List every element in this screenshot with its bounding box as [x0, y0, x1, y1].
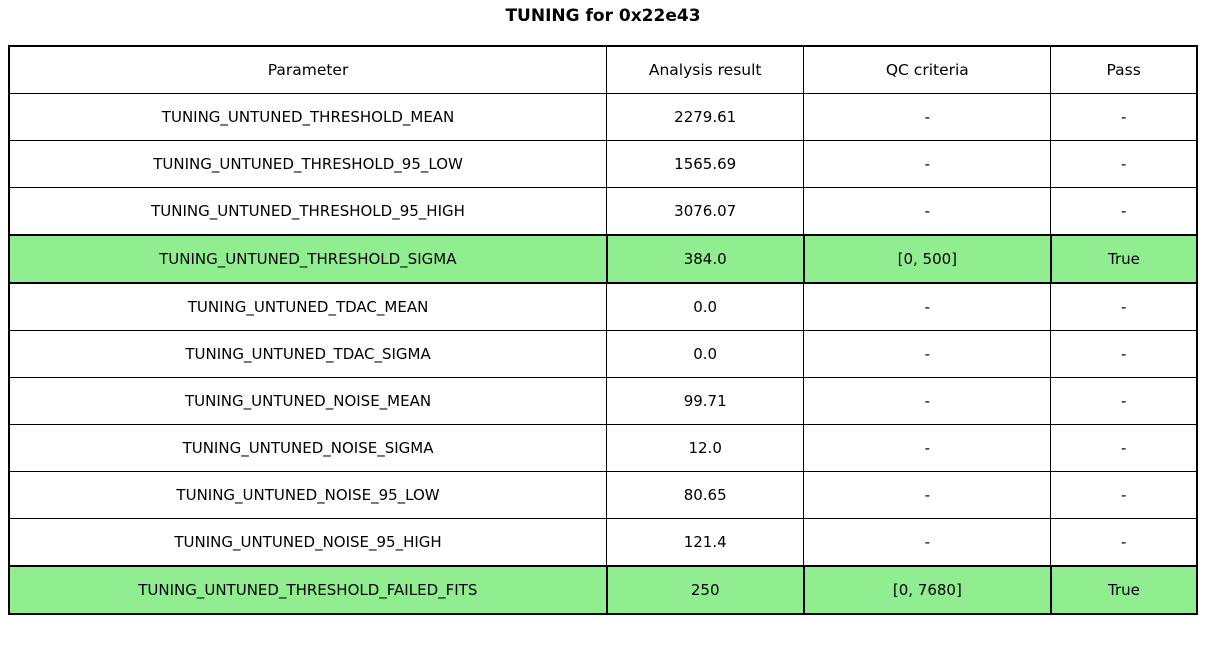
table-row: TUNING_UNTUNED_THRESHOLD_MEAN 2279.61- - — [8, 93, 1198, 141]
table-cell-pass: - — [1050, 140, 1198, 188]
table-cell-pass: - — [1050, 187, 1198, 236]
table-cell-pass: - — [1050, 282, 1198, 331]
table-cell-parameter: TUNING_UNTUNED_NOISE_95_LOW — [8, 471, 608, 519]
qc-results-table: Parameter Analysis result QC criteria Pass … — [8, 45, 1199, 615]
table-cell-parameter: TUNING_UNTUNED_NOISE_SIGMA — [8, 424, 608, 472]
table-cell-pass: - — [1050, 471, 1198, 519]
table-cell-parameter: TUNING_UNTUNED_THRESHOLD_SIGMA — [8, 234, 608, 284]
table-cell-pass: True — [1049, 565, 1199, 615]
column-header: Pass — [1050, 45, 1198, 94]
table-cell-pass: - — [1050, 93, 1198, 141]
table-cell-analysis-result: 12.0 — [606, 424, 805, 472]
table-cell-qc-criteria: - — [803, 424, 1052, 472]
table-cell-qc-criteria: - — [803, 282, 1052, 331]
table-cell-qc-criteria: - — [803, 187, 1052, 236]
header-row: Parameter Analysis result QC criteria Pass — [8, 45, 1198, 94]
table-cell-analysis-result: 99.71 — [606, 377, 805, 425]
table-cell-parameter: TUNING_UNTUNED_THRESHOLD_MEAN — [8, 93, 608, 141]
table-cell-pass: True — [1049, 234, 1199, 284]
table-cell-analysis-result: 250 — [605, 565, 805, 615]
table-cell-analysis-result: 384.0 — [605, 234, 805, 284]
table-row: TUNING_UNTUNED_THRESHOLD_95_LOW 1565.69- - — [8, 140, 1198, 188]
table-cell-qc-criteria: - — [803, 377, 1052, 425]
table-cell-parameter: TUNING_UNTUNED_THRESHOLD_95_LOW — [8, 140, 608, 188]
column-header: QC criteria — [803, 45, 1052, 94]
table-row: TUNING_UNTUNED_TDAC_SIGMA 0.0- - — [8, 330, 1198, 378]
table-cell-qc-criteria: - — [803, 93, 1052, 141]
table-cell-qc-criteria: - — [803, 330, 1052, 378]
table-cell-analysis-result: 0.0 — [606, 282, 805, 331]
column-header: Analysis result — [606, 45, 805, 94]
table-row: TUNING_UNTUNED_NOISE_95_LOW 80.65- - — [8, 471, 1198, 519]
table-cell-qc-criteria: [0, 7680] — [802, 565, 1052, 615]
table-row: TUNING_UNTUNED_NOISE_SIGMA 12.0- - — [8, 424, 1198, 472]
table-cell-qc-criteria: - — [803, 518, 1052, 567]
table-cell-qc-criteria: [0, 500] — [802, 234, 1052, 284]
table-cell-analysis-result: 1565.69 — [606, 140, 805, 188]
table-row: TUNING_UNTUNED_NOISE_MEAN 99.71- - — [8, 377, 1198, 425]
table-row: TUNING_UNTUNED_NOISE_95_HIGH 121.4- - — [8, 518, 1198, 567]
table-row: TUNING_UNTUNED_THRESHOLD_FAILED_FITS 250[… — [8, 565, 1199, 615]
table-cell-parameter: TUNING_UNTUNED_TDAC_MEAN — [8, 282, 608, 331]
table-cell-analysis-result: 0.0 — [606, 330, 805, 378]
table-cell-pass: - — [1050, 330, 1198, 378]
column-header: Parameter — [8, 45, 608, 94]
table-row: TUNING_UNTUNED_THRESHOLD_95_HIGH 3076.07-… — [8, 187, 1198, 236]
table-cell-qc-criteria: - — [803, 140, 1052, 188]
table-row: TUNING_UNTUNED_THRESHOLD_SIGMA 384.0 [0, 5… — [8, 234, 1199, 284]
table-cell-parameter: TUNING_UNTUNED_THRESHOLD_FAILED_FITS — [8, 565, 608, 615]
table-cell-parameter: TUNING_UNTUNED_THRESHOLD_95_HIGH — [8, 187, 608, 236]
table-cell-pass: - — [1050, 424, 1198, 472]
table-cell-parameter: TUNING_UNTUNED_TDAC_SIGMA — [8, 330, 608, 378]
table-cell-pass: - — [1050, 377, 1198, 425]
table-cell-analysis-result: 2279.61 — [606, 93, 805, 141]
table-cell-analysis-result: 80.65 — [606, 471, 805, 519]
table-cell-parameter: TUNING_UNTUNED_NOISE_95_HIGH — [8, 518, 608, 567]
table-cell-qc-criteria: - — [803, 471, 1052, 519]
table-cell-analysis-result: 3076.07 — [606, 187, 805, 236]
table-cell-pass: - — [1050, 518, 1198, 567]
table-cell-parameter: TUNING_UNTUNED_NOISE_MEAN — [8, 377, 608, 425]
table-cell-analysis-result: 121.4 — [606, 518, 805, 567]
table-row: TUNING_UNTUNED_TDAC_MEAN 0.0- - — [8, 282, 1198, 331]
table-header: Parameter Analysis result QC criteria Pass — [8, 45, 1198, 94]
page-title: TUNING for 0x22e43 — [505, 6, 701, 26]
table-body: TUNING_UNTUNED_THRESHOLD_MEAN 2279.61- - TU… — [8, 93, 1199, 615]
